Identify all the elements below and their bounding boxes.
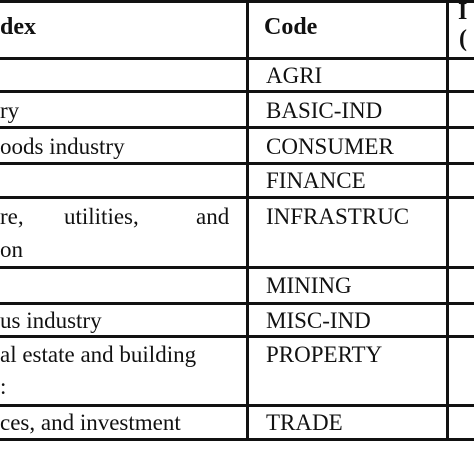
code-cell: CONSUMER [266, 134, 394, 159]
row-divider [0, 404, 474, 407]
row-divider [0, 266, 474, 269]
row-divider [0, 126, 474, 129]
sector-cell: ry [0, 98, 20, 123]
row-divider [0, 90, 474, 93]
row-divider [0, 335, 474, 338]
sector-cell-line2: : [0, 374, 7, 399]
header-third-bottom: ( [459, 26, 467, 52]
code-cell: AGRI [266, 63, 323, 88]
code-cell: PROPERTY [266, 342, 383, 367]
code-cell: INFRASTRUC [266, 204, 410, 229]
code-cell: FINANCE [266, 168, 366, 193]
sector-cell: oods industry [0, 134, 125, 159]
code-cell: MINING [266, 273, 352, 298]
column-divider [246, 0, 249, 441]
header-code: Code [264, 14, 318, 40]
sector-cell: al estate and building [0, 342, 197, 367]
table-bottom-border [0, 438, 474, 441]
column-divider [446, 0, 449, 441]
header-bottom-border [0, 57, 474, 60]
code-cell: TRADE [266, 410, 343, 435]
sector-cell: ces, and investment [0, 410, 181, 435]
sector-cell-part: utilities, [64, 204, 139, 229]
sector-cell-line2: on [0, 237, 23, 262]
sector-cell-part: and [196, 204, 230, 229]
row-divider [0, 162, 474, 165]
sector-cell: us industry [0, 308, 102, 333]
code-cell: MISC-IND [266, 308, 371, 333]
row-divider [0, 196, 474, 199]
header-third-top: I [458, 0, 468, 25]
row-divider [0, 302, 474, 305]
sector-cell-part: re, [0, 204, 24, 229]
code-cell: BASIC-IND [266, 98, 383, 123]
table-top-border [0, 0, 474, 3]
header-index: dex [0, 14, 36, 40]
